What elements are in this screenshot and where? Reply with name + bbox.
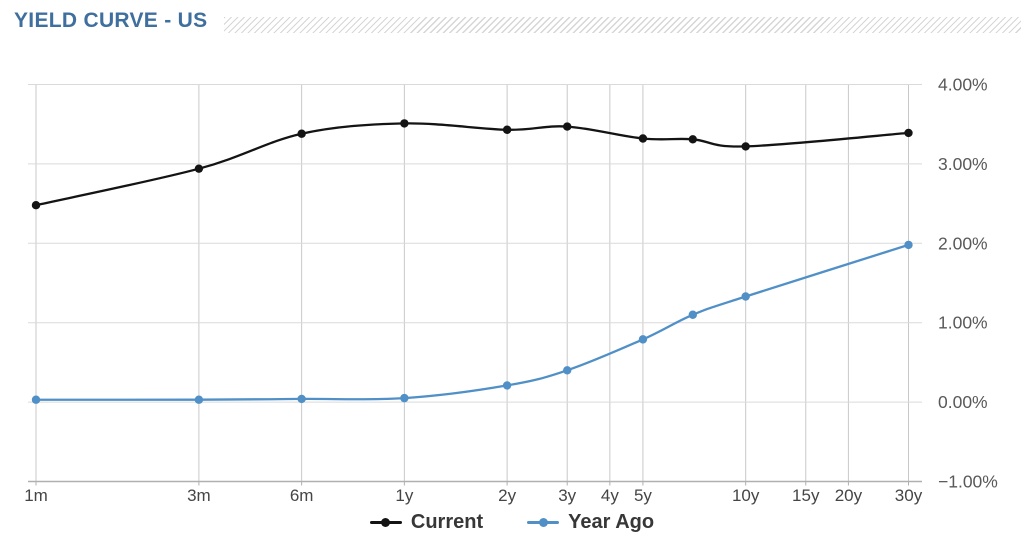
- current-series-marker-icon: [381, 517, 391, 527]
- data-point-marker: [194, 395, 204, 404]
- x-tick-label-30y: 30y: [895, 486, 923, 505]
- current-series-swatch-icon: [369, 517, 402, 527]
- legend-label-year-ago: Year Ago: [568, 510, 655, 533]
- x-tick-label-4y: 4y: [601, 486, 619, 505]
- legend-item-current[interactable]: Current: [369, 510, 484, 534]
- data-point-marker: [688, 310, 697, 319]
- series-year-ago: [31, 240, 913, 404]
- data-point-marker: [502, 125, 512, 134]
- x-tick-label-1m: 1m: [24, 486, 48, 505]
- y-tick-label-2: 2.00%: [938, 233, 988, 253]
- legend-item-year-ago[interactable]: Year Ago: [527, 511, 654, 534]
- data-point-marker: [741, 142, 750, 151]
- x-tick-label-3y: 3y: [558, 486, 576, 505]
- data-point-marker: [563, 366, 572, 375]
- data-point-marker: [638, 335, 648, 344]
- year-ago-series-marker-icon: [538, 517, 548, 527]
- x-tick-labels: 1m 3m 6m 1y 2y 3y 4y 5y 10y 15y 20y 30y: [24, 486, 923, 505]
- title-hatch-decoration: [224, 17, 1021, 33]
- data-point-marker: [688, 135, 697, 144]
- data-point-marker: [904, 240, 913, 250]
- data-point-marker: [194, 164, 204, 173]
- y-tick-label-1: 1.00%: [938, 313, 988, 333]
- x-tick-label-15y: 15y: [792, 486, 820, 505]
- series-line: [34, 243, 910, 401]
- data-point-marker: [502, 381, 512, 390]
- data-point-marker: [297, 394, 306, 404]
- x-tick-label-10y: 10y: [732, 486, 760, 505]
- page-title: YIELD CURVE - US: [14, 9, 208, 32]
- series-current: [31, 119, 913, 210]
- legend-label-current: Current: [410, 510, 484, 533]
- year-ago-series-swatch-icon: [527, 517, 560, 527]
- chart-legend: Current Year Ago: [0, 507, 1024, 537]
- y-gridlines: [28, 84, 922, 483]
- x-tick-label-5y: 5y: [634, 486, 652, 505]
- y-tick-label-0: 0.00%: [938, 392, 988, 412]
- data-point-marker: [400, 119, 409, 128]
- x-tick-label-3m: 3m: [187, 486, 211, 505]
- x-tick-label-2y: 2y: [498, 486, 516, 505]
- data-point-marker: [638, 134, 648, 143]
- y-tick-labels: 4.00% 3.00% 2.00% 1.00% 0.00% −1.00%: [938, 75, 998, 492]
- x-tick-label-20y: 20y: [835, 486, 863, 505]
- data-point-marker: [400, 393, 409, 403]
- data-point-marker: [741, 292, 750, 301]
- y-tick-label--1: −1.00%: [938, 472, 998, 492]
- x-gridlines: [35, 84, 909, 486]
- x-tick-label-6m: 6m: [290, 486, 314, 505]
- x-tick-label-1y: 1y: [395, 486, 413, 505]
- data-point-marker: [904, 128, 913, 138]
- data-point-marker: [31, 395, 41, 404]
- data-point-marker: [297, 129, 306, 138]
- y-tick-label-3: 3.00%: [938, 154, 988, 174]
- y-tick-label-4: 4.00%: [938, 75, 988, 95]
- data-point-marker: [31, 200, 41, 210]
- data-point-marker: [563, 122, 572, 131]
